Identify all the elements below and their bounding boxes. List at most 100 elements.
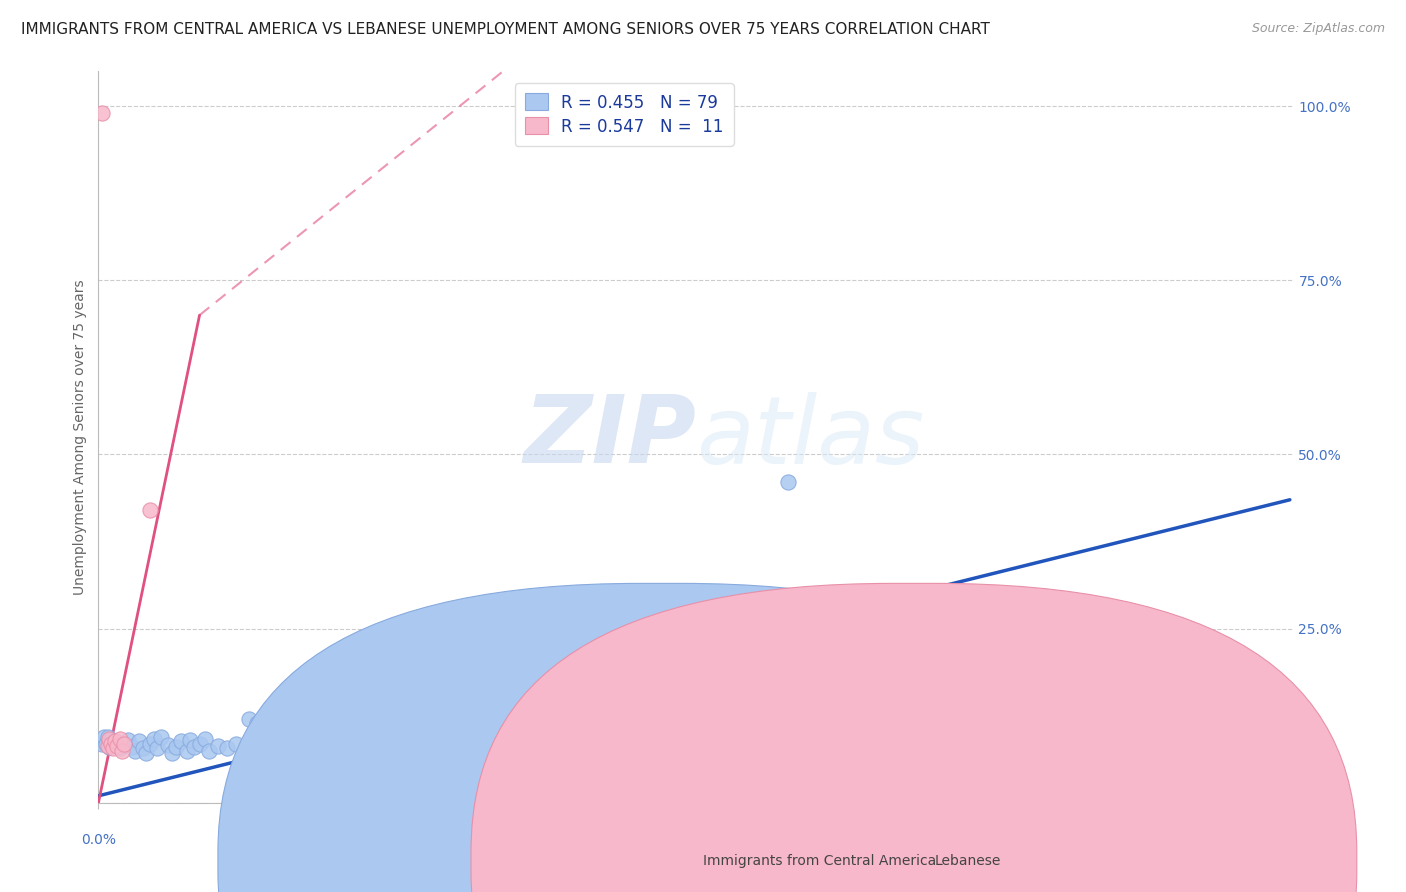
Point [135, 746, 157, 760]
Point [142, 731, 165, 746]
Point [758, 715, 780, 730]
Point [1218, 673, 1240, 688]
Y-axis label: Unemployment Among Seniors over 75 years: Unemployment Among Seniors over 75 years [73, 279, 87, 595]
Point [519, 730, 541, 744]
Point [121, 740, 143, 755]
Point [97, 739, 120, 753]
Point [165, 740, 187, 755]
Point [456, 705, 478, 719]
Point [93, 730, 115, 744]
Point [238, 712, 260, 726]
Point [112, 738, 135, 752]
Point [149, 730, 172, 744]
Point [1043, 737, 1066, 751]
Text: atlas: atlas [696, 392, 924, 483]
Text: Lebanese: Lebanese [935, 854, 1001, 868]
Point [555, 741, 578, 756]
Point [418, 646, 440, 660]
Point [271, 719, 294, 733]
Point [245, 715, 267, 730]
Point [336, 739, 359, 753]
Point [110, 731, 132, 746]
Point [896, 702, 918, 716]
Point [139, 737, 162, 751]
Point [124, 743, 146, 757]
Point [1227, 726, 1250, 740]
Point [373, 733, 395, 747]
Point [101, 737, 124, 751]
Point [703, 705, 725, 719]
Point [326, 726, 349, 740]
Point [157, 738, 180, 752]
Point [1053, 743, 1076, 757]
Point [970, 733, 993, 747]
Point [832, 727, 855, 741]
Point [253, 734, 276, 748]
Point [575, 734, 598, 748]
Point [308, 730, 330, 744]
Point [1108, 741, 1130, 756]
Point [100, 737, 122, 751]
Point [207, 739, 229, 753]
Point [290, 740, 312, 755]
Point [399, 739, 422, 753]
Point [354, 730, 377, 744]
Point [316, 715, 339, 730]
Point [105, 739, 128, 753]
Text: Source: ZipAtlas.com: Source: ZipAtlas.com [1251, 22, 1385, 36]
Legend: R = 0.455   N = 79, R = 0.547   N =  11: R = 0.455 N = 79, R = 0.547 N = 11 [515, 83, 734, 145]
Point [262, 730, 284, 744]
Point [128, 734, 150, 748]
Point [657, 684, 679, 698]
Point [593, 723, 616, 737]
Point [188, 737, 211, 751]
Point [170, 734, 193, 748]
Point [1254, 723, 1277, 737]
Point [110, 741, 132, 756]
Point [630, 698, 652, 713]
Point [721, 723, 744, 737]
Point [101, 741, 124, 756]
Point [111, 743, 134, 757]
Point [100, 733, 122, 747]
Point [197, 743, 219, 757]
Text: ZIP: ZIP [523, 391, 696, 483]
Point [146, 741, 169, 756]
Point [91, 106, 114, 120]
Point [492, 741, 515, 756]
Point [776, 475, 799, 490]
Point [988, 737, 1011, 751]
Point [105, 739, 128, 753]
Point [139, 503, 162, 517]
Point [675, 734, 697, 748]
Point [194, 731, 217, 746]
Point [896, 727, 918, 741]
Point [1098, 739, 1121, 753]
Point [436, 734, 458, 748]
Point [179, 733, 201, 747]
Point [94, 737, 117, 751]
Point [131, 741, 153, 756]
Text: Immigrants from Central America: Immigrants from Central America [703, 854, 936, 868]
Point [427, 730, 450, 744]
Point [104, 734, 127, 748]
Point [851, 715, 873, 730]
Point [217, 741, 239, 756]
Point [934, 712, 956, 726]
Point [381, 723, 404, 737]
Point [537, 719, 560, 733]
Point [112, 737, 135, 751]
Point [804, 607, 827, 622]
Point [160, 746, 183, 760]
Text: 60.0%: 60.0% [1180, 833, 1223, 847]
Point [104, 734, 127, 748]
Point [280, 737, 302, 751]
Point [363, 746, 385, 760]
Point [183, 740, 205, 755]
Point [97, 730, 120, 744]
Point [612, 727, 634, 741]
Text: IMMIGRANTS FROM CENTRAL AMERICA VS LEBANESE UNEMPLOYMENT AMONG SENIORS OVER 75 Y: IMMIGRANTS FROM CENTRAL AMERICA VS LEBAN… [21, 22, 990, 37]
Point [98, 731, 121, 746]
Point [225, 737, 247, 751]
Point [474, 723, 496, 737]
